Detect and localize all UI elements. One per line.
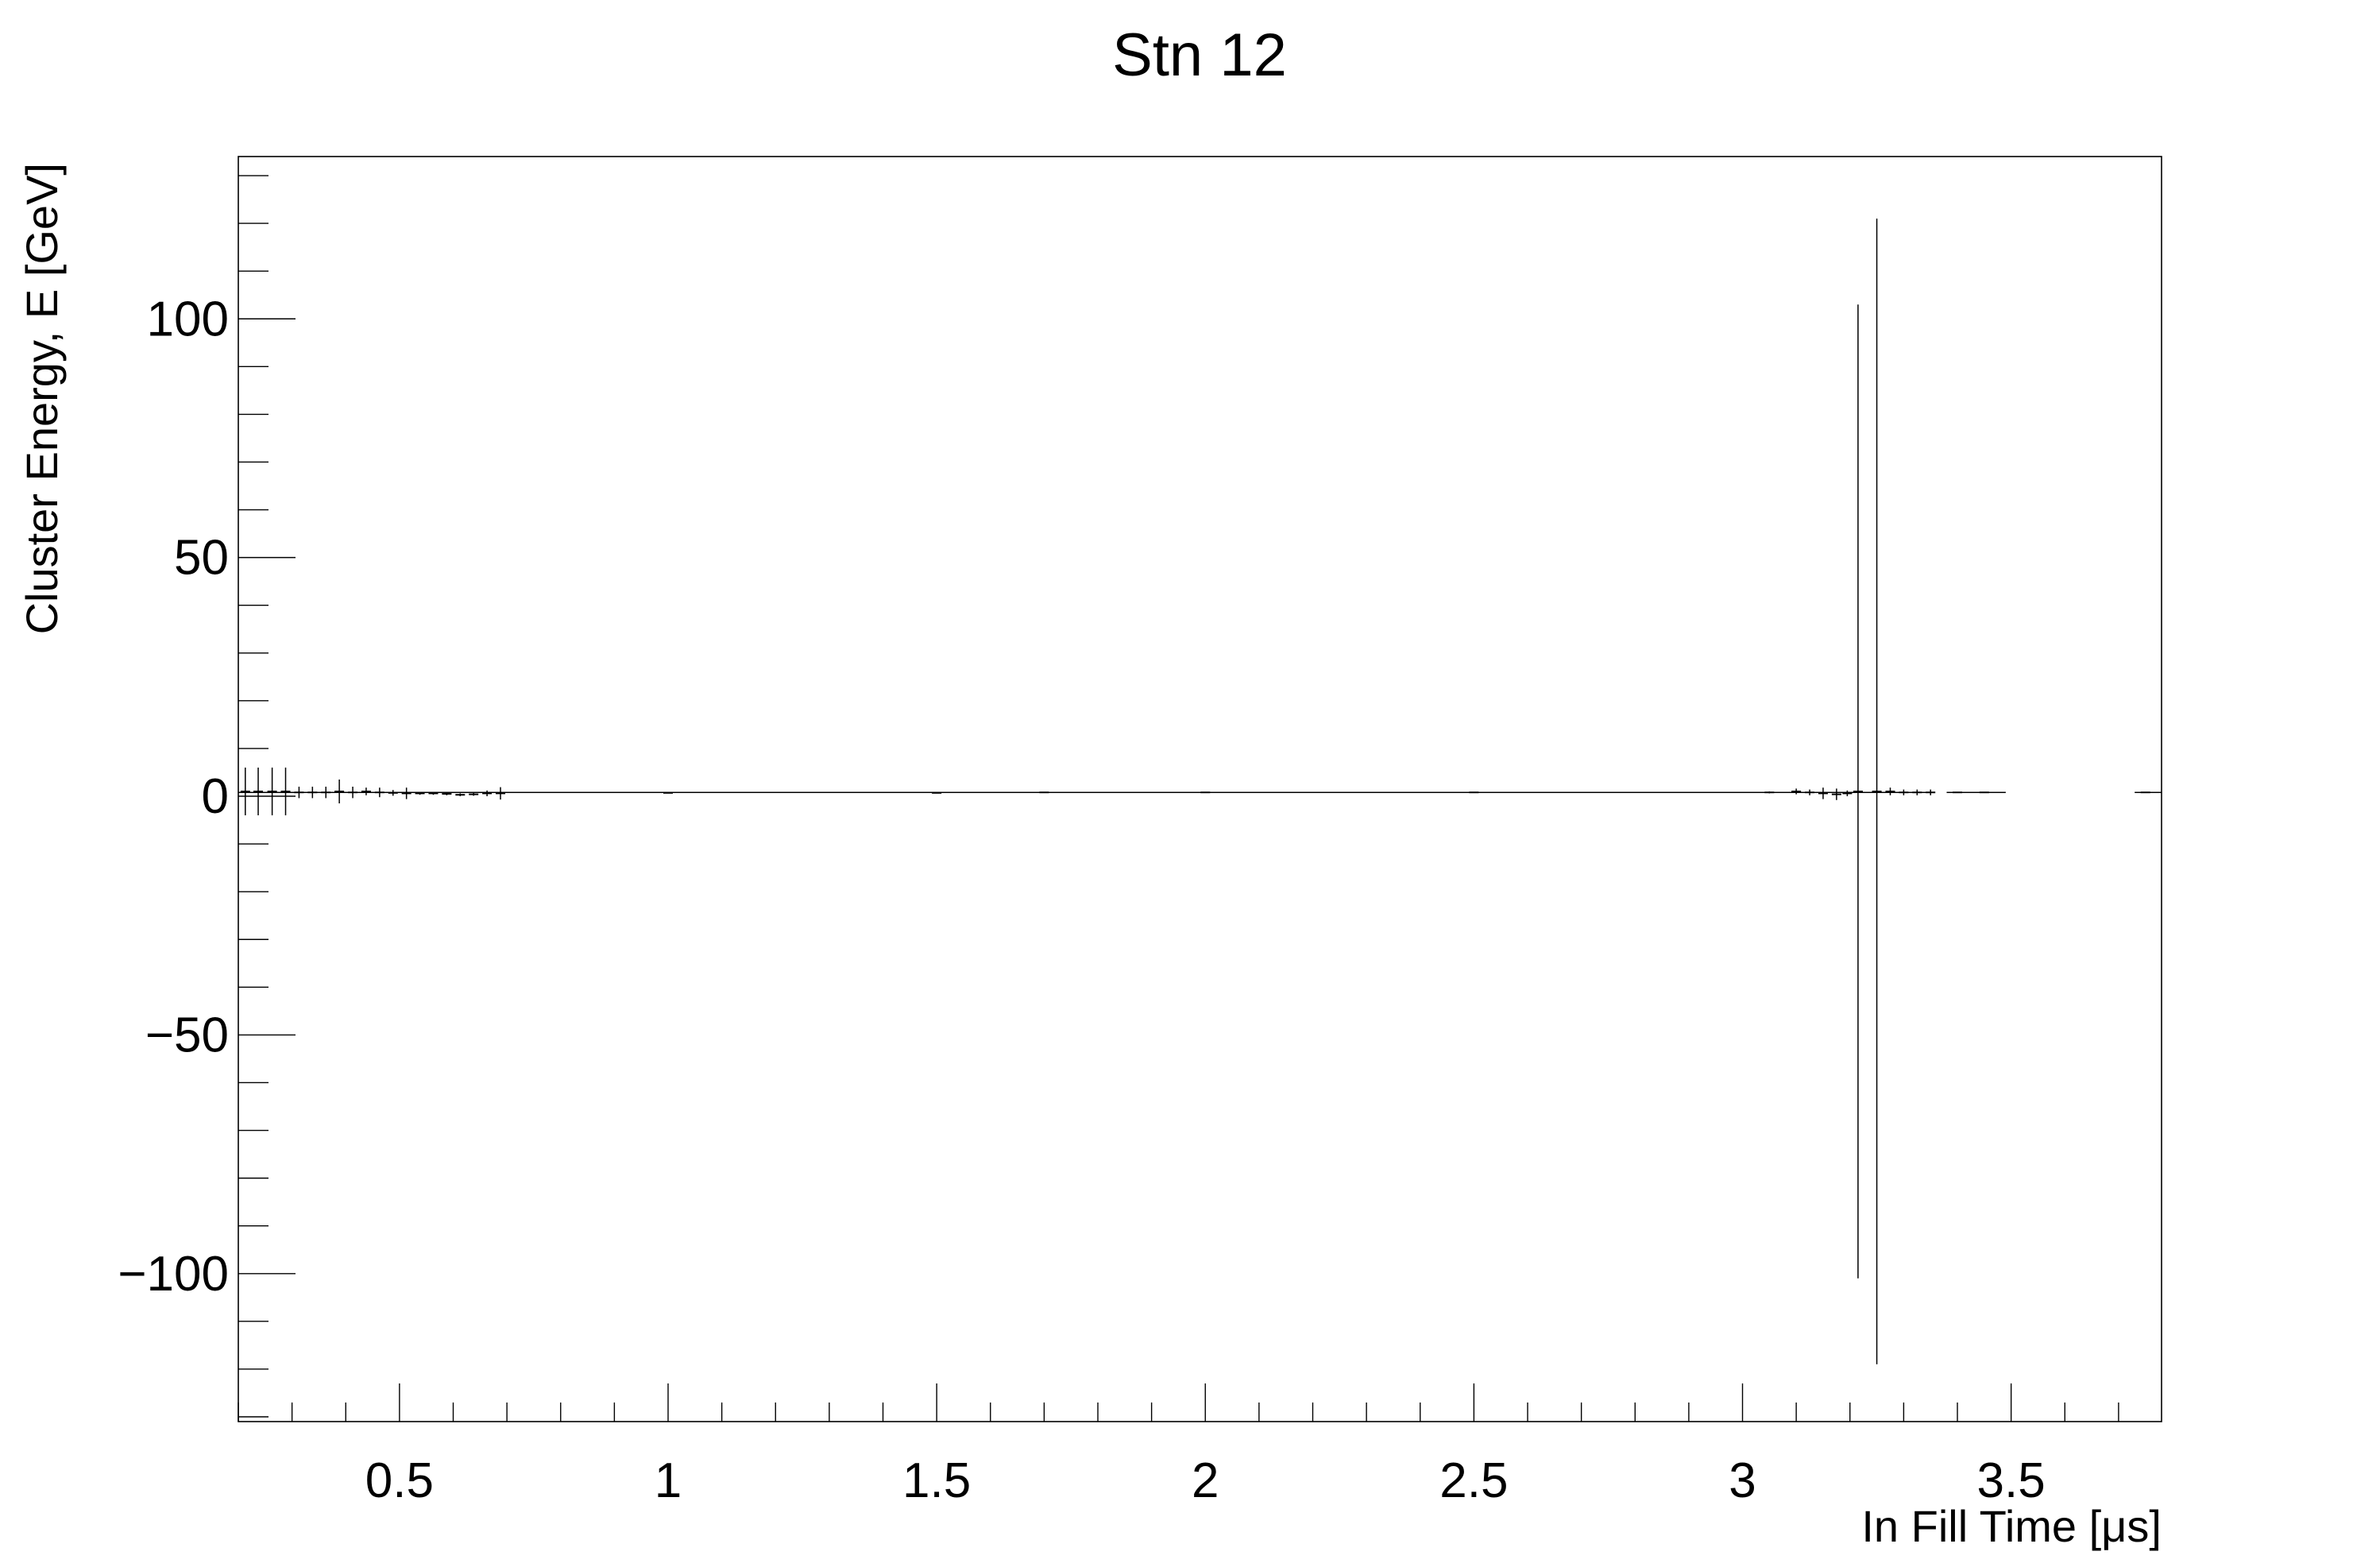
axes: 0.5 1 1.5 2 2.5 3 3.5 −100 −50 0 50 100 — [118, 175, 2119, 1508]
x-axis-label: In Fill Time [μs] — [1861, 1501, 2162, 1551]
y-tick-label: 50 — [174, 531, 229, 586]
x-tick-label: 2 — [1192, 1453, 1219, 1508]
x-tick-label: 3 — [1729, 1453, 1756, 1508]
chart-title: Stn 12 — [1112, 21, 1287, 89]
y-axis-label: Cluster Energy, E [GeV] — [17, 163, 67, 634]
y-tick-label: −100 — [118, 1247, 229, 1302]
x-tick-label: 1.5 — [902, 1453, 971, 1508]
x-tick-label: 0.5 — [365, 1453, 434, 1508]
data-series — [238, 219, 2162, 1364]
plot-frame — [238, 156, 2162, 1422]
x-tick-label: 3.5 — [1977, 1453, 2046, 1508]
y-tick-label: 100 — [147, 292, 229, 346]
x-tick-label: 1 — [655, 1453, 682, 1508]
y-tick-label: −50 — [145, 1008, 229, 1062]
y-tick-label: 0 — [202, 769, 229, 824]
x-tick-label: 2.5 — [1439, 1453, 1508, 1508]
